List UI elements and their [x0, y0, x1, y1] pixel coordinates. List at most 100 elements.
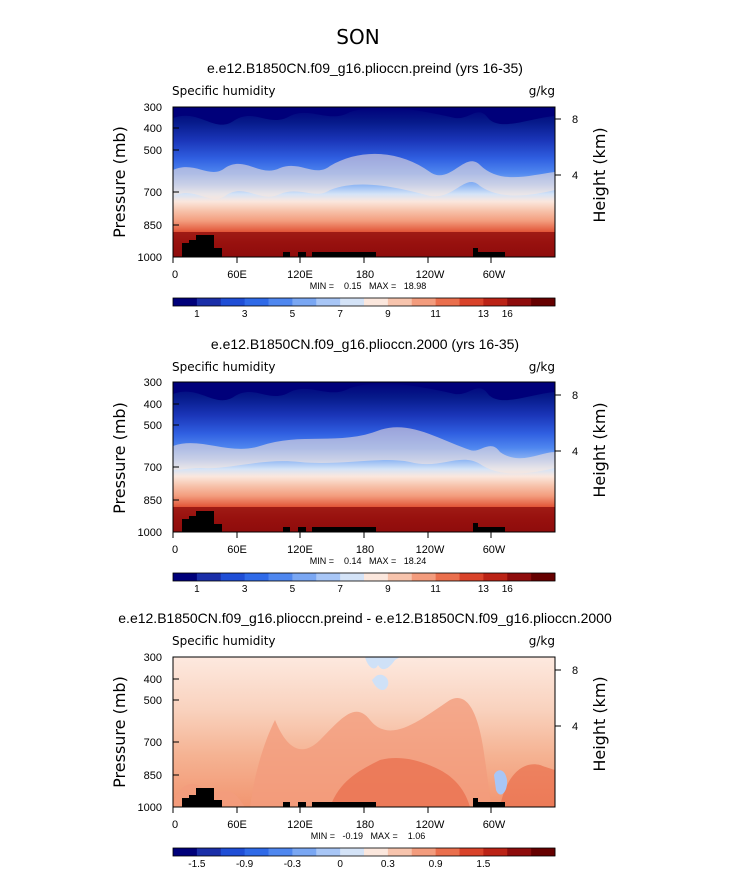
colorbar-swatch — [483, 573, 508, 581]
contour-field — [173, 107, 555, 257]
colorbar-label: 16 — [502, 584, 514, 595]
min-max-stats: MIN = 0.14 MAX = 18.24 — [310, 556, 427, 566]
x-tick-label: 60E — [227, 544, 247, 556]
colorbar-label: 5 — [290, 584, 296, 595]
contour-field — [173, 382, 555, 532]
y-right-tick-label: 8 — [572, 665, 578, 677]
panel-units: g/kg — [529, 360, 555, 374]
colorbar-swatch — [411, 573, 437, 581]
x-tick-label: 0 — [172, 544, 178, 556]
colorbar-swatch — [173, 298, 198, 306]
x-tick-label: 120E — [287, 544, 313, 556]
x-tick-label: 60W — [483, 269, 506, 281]
colorbar-label: 7 — [337, 309, 343, 320]
y-axis-right: 8 4 Height (km) — [555, 665, 609, 772]
y-axis: 300 400 500 700 850 1000 Pressure (mb) — [110, 652, 179, 814]
colorbar-swatch — [387, 848, 413, 856]
colorbar-swatch — [364, 573, 389, 581]
colorbar-label: -0.9 — [236, 859, 254, 870]
y-axis: 300 400 500 700 850 1000 Pressure (mb) — [110, 377, 179, 539]
y-tick-label: 850 — [144, 495, 162, 507]
colorbar-swatch — [268, 298, 293, 306]
colorbar-swatch — [220, 573, 246, 581]
colorbar-label: 1.5 — [476, 859, 490, 870]
x-tick-label: 180 — [356, 269, 374, 281]
x-tick-label: 60W — [483, 544, 506, 556]
colorbar-swatch — [196, 573, 222, 581]
y-axis-label: Pressure (mb) — [110, 676, 129, 788]
colorbar-swatch — [364, 298, 389, 306]
y-right-tick-label: 4 — [572, 170, 578, 182]
colorbar-label: -0.3 — [284, 859, 302, 870]
y-tick-label: 1000 — [138, 527, 162, 539]
y-right-tick-label: 8 — [572, 390, 578, 402]
topography-mask — [182, 788, 505, 807]
colorbar-swatch — [387, 573, 413, 581]
x-axis: 0 60E 120E 180 120W 60W MIN = -0.19 MAX … — [172, 807, 506, 841]
colorbar-swatch — [316, 848, 341, 856]
panel-units: g/kg — [529, 634, 555, 648]
y-axis-right-label: Height (km) — [590, 127, 609, 222]
colorbar-swatch — [387, 298, 413, 306]
y-tick-label: 700 — [144, 737, 162, 749]
colorbar-swatch — [483, 848, 508, 856]
y-axis-right: 8 4 Height (km) — [555, 390, 609, 498]
colorbar-swatch — [411, 848, 437, 856]
colorbar-swatch — [173, 573, 198, 581]
colorbar-label: 0 — [337, 859, 343, 870]
y-right-tick-label: 4 — [572, 446, 578, 458]
panel-title: e.e12.B1850CN.f09_g16.plioccn.preind - e… — [118, 610, 612, 626]
x-tick-label: 180 — [356, 819, 374, 831]
min-max-stats: MIN = -0.19 MAX = 1.06 — [311, 831, 426, 841]
panel-1: e.e12.B1850CN.f09_g16.plioccn.preind (yr… — [110, 60, 609, 320]
colorbar-label: 16 — [502, 309, 514, 320]
y-axis-label: Pressure (mb) — [110, 126, 129, 238]
colorbar-frame — [172, 572, 556, 582]
colorbar-swatch — [459, 848, 484, 856]
y-tick-label: 300 — [144, 102, 162, 114]
y-right-tick-label: 8 — [572, 114, 578, 126]
colorbar-swatch — [364, 848, 389, 856]
colorbar-label: 9 — [385, 309, 391, 320]
colorbar: 1 3 5 7 9 11 13 16 — [172, 572, 556, 595]
y-tick-label: 500 — [144, 145, 162, 157]
colorbar: 1 3 5 7 9 11 13 16 — [172, 297, 556, 320]
colorbar-swatch — [340, 848, 365, 856]
x-tick-label: 60E — [227, 819, 247, 831]
colorbar-label: 7 — [337, 584, 343, 595]
x-tick-label: 60E — [227, 269, 247, 281]
y-tick-label: 300 — [144, 377, 162, 389]
x-tick-label: 0 — [172, 819, 178, 831]
y-axis-right-label: Height (km) — [590, 676, 609, 771]
colorbar-swatch — [531, 573, 556, 581]
x-tick-label: 120W — [416, 269, 445, 281]
colorbar-frame — [172, 847, 556, 857]
contour-field — [173, 657, 555, 807]
y-axis-right: 8 4 Height (km) — [555, 114, 609, 223]
colorbar-label: 13 — [478, 584, 490, 595]
min-max-stats: MIN = 0.15 MAX = 18.98 — [310, 281, 427, 291]
y-axis-label: Pressure (mb) — [110, 402, 129, 514]
colorbar-swatch — [244, 298, 269, 306]
y-right-tick-label: 4 — [572, 721, 578, 733]
y-tick-label: 700 — [144, 187, 162, 199]
y-tick-label: 1000 — [138, 802, 162, 814]
x-tick-label: 60W — [483, 819, 506, 831]
colorbar-swatch — [507, 298, 532, 306]
colorbar-swatch — [220, 848, 246, 856]
colorbar-label: 11 — [430, 584, 441, 595]
colorbar-swatch — [292, 848, 317, 856]
x-axis: 0 60E 120E 180 120W 60W MIN = 0.15 MAX =… — [172, 257, 506, 291]
colorbar-swatch — [435, 848, 460, 856]
colorbar-swatch — [340, 298, 365, 306]
page-title: SON — [336, 25, 379, 49]
panel-2: e.e12.B1850CN.f09_g16.plioccn.2000 (yrs … — [110, 336, 609, 595]
panel-left-label: Specific humidity — [172, 634, 276, 648]
y-tick-label: 400 — [144, 674, 162, 686]
y-tick-label: 300 — [144, 652, 162, 664]
colorbar-frame — [172, 297, 556, 307]
x-tick-label: 180 — [356, 544, 374, 556]
x-tick-label: 120W — [416, 819, 445, 831]
panel-left-label: Specific humidity — [172, 360, 276, 374]
